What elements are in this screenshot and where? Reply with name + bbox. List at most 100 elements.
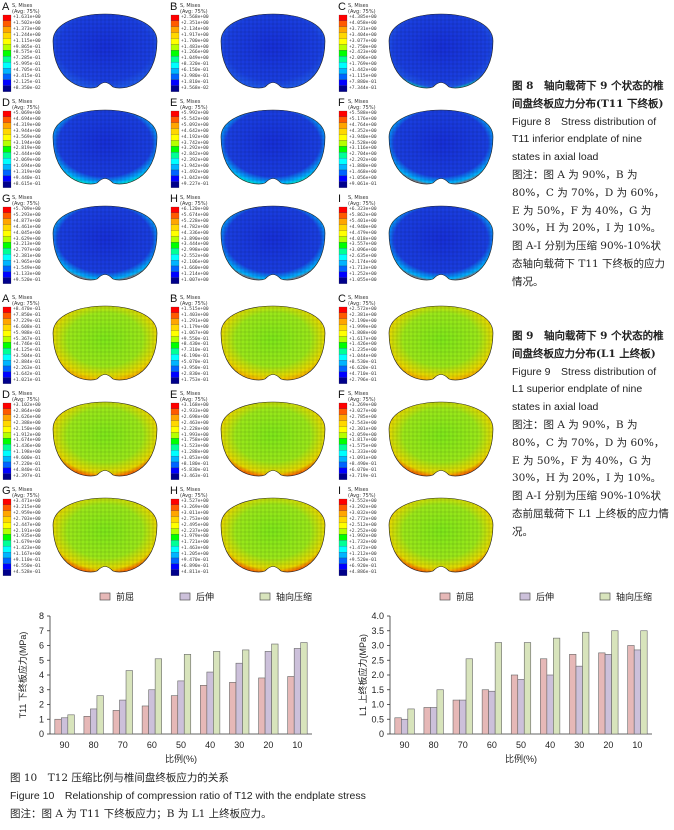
legend-swatch — [2, 324, 12, 331]
legend-value: +2.842e+00 — [181, 152, 209, 158]
legend-value: +7.850e-01 — [13, 312, 41, 318]
endplate-shape — [52, 401, 158, 477]
legend-values: +3.552e+00 +3.292e+00 +3.032e+00 +2.772e+00… — [349, 499, 377, 576]
legend-value: +1.642e-01 — [13, 371, 41, 377]
legend-value: +9.227e-01 — [181, 181, 209, 187]
legend-swatch — [338, 551, 348, 559]
legend-value: +2.381e+00 — [349, 312, 377, 318]
legend-swatch — [2, 354, 12, 361]
legend-swatch — [170, 236, 180, 243]
mises-label: S, Mises — [348, 99, 369, 105]
legend-swatch — [338, 26, 348, 33]
bar — [569, 654, 577, 735]
bar — [54, 718, 62, 735]
legend-value: +2.447e+00 — [13, 522, 41, 528]
bar — [517, 679, 525, 735]
legend-swatch — [2, 450, 12, 457]
legend-value: +1.403e+00 — [181, 312, 209, 318]
mises-label: S, Mises — [180, 391, 201, 397]
legend-value: +2.237e+00 — [181, 528, 209, 534]
legend-value: +3.742e+00 — [181, 140, 209, 146]
legend-value: +9.600e-01 — [13, 456, 41, 462]
legend-swatch — [2, 110, 12, 118]
x-tick-label: 30 — [234, 740, 244, 750]
figure-10-caption-cn: 图 10 T12 压缩比例与椎间盘终板应力的关系 — [10, 772, 229, 784]
legend-value: +2.301e+00 — [349, 426, 377, 432]
legend-swatch — [170, 62, 180, 69]
legend-value: +7.285e-01 — [13, 56, 41, 62]
contour-panel-e: E S, Mises (Avg: 75%) +3.168e+00 +2.933e+00 +… — [168, 390, 334, 482]
chart-b: 前屈 后伸 轴向压缩 0 0.5 1.0 1.5 2.0 2.5 3.0 3.5 4.0 90 80 70 6… — [340, 586, 670, 766]
legend-values: +3.102e+00 +2.864e+00 +2.626e+00 +2.388e+00… — [13, 403, 41, 480]
legend-values: +5.069e+00 +4.694e+00 +4.319e+00 +3.944e+00… — [13, 111, 41, 188]
legend-swatch — [170, 461, 180, 469]
legend-swatch — [170, 408, 180, 415]
legend-value: +3.552e+00 — [349, 499, 377, 504]
legend-swatch — [338, 67, 348, 75]
legend-swatch — [338, 371, 348, 378]
endplate-mesh — [170, 497, 326, 576]
legend-swatch — [2, 371, 12, 378]
legend-value: +4.018e+00 — [349, 236, 377, 242]
legend-swatch — [338, 534, 348, 541]
bar — [575, 665, 583, 735]
legend-swatch — [338, 510, 348, 517]
legend-value: +1.492e+00 — [181, 170, 209, 176]
panel-label: F — [338, 98, 345, 109]
legend-value: +1.732e+00 — [349, 540, 377, 546]
bar — [523, 642, 532, 735]
legend-value: +4.782e+00 — [181, 224, 209, 230]
legend-value: +1.053e+00 — [181, 456, 209, 462]
legend-value: +3.102e+00 — [13, 403, 41, 408]
legend-value: +3.011e+00 — [181, 510, 209, 516]
mesh-grid — [221, 498, 325, 573]
legend-swatch — [338, 569, 348, 576]
legend-swatch — [170, 414, 180, 421]
contour-panel-g: G S, Mises (Avg: 75%) +5.709e+00 +5.293e+00 +… — [0, 194, 166, 286]
legend-value: +3.528e+00 — [349, 140, 377, 146]
legend-values: +6.120e+00 +5.674e+00 +5.228e+00 +4.782e+00… — [181, 207, 209, 284]
mises-label: S, Mises — [12, 391, 33, 397]
legend-swatch — [2, 365, 12, 373]
legend-swatch — [170, 377, 180, 384]
legend-swatch — [338, 271, 348, 278]
legend-swatch — [2, 522, 12, 529]
legend-swatch — [170, 324, 180, 331]
legend-swatch — [2, 546, 12, 553]
legend-swatch — [338, 116, 348, 123]
legend-value: +2.174e+00 — [349, 260, 377, 266]
legend-swatch — [170, 271, 180, 278]
legend-swatch — [170, 169, 180, 177]
x-axis-label: 比例(%) — [165, 753, 197, 764]
panel-label: H — [170, 194, 178, 205]
bar — [430, 707, 438, 735]
legend-value: +4.694e+00 — [13, 116, 41, 122]
y-tick-label: 2 — [39, 700, 44, 710]
legend-swatch — [338, 324, 348, 331]
legend-swatch — [2, 212, 12, 219]
chart-b-svg: 前屈 后伸 轴向压缩 0 0.5 1.0 1.5 2.0 2.5 3.0 3.5 4.0 90 80 70 6… — [357, 591, 652, 764]
legend-value: +5.176e+00 — [349, 116, 377, 122]
x-tick-label: 50 — [176, 740, 186, 750]
bar — [206, 671, 214, 735]
legend-value: +1.212e+00 — [349, 552, 377, 558]
bar — [112, 710, 120, 735]
endplate-shape — [220, 305, 326, 381]
legend-swatch — [338, 467, 348, 474]
legend-value: +2.796e-01 — [349, 377, 377, 383]
bar — [154, 658, 162, 735]
legend-swatch — [338, 56, 348, 63]
legend-swatch — [170, 420, 180, 427]
legend-swatch — [2, 336, 12, 343]
legend-swatch — [338, 516, 348, 523]
legend-swatch — [170, 546, 180, 553]
legend-swatch — [338, 73, 348, 81]
contour-panel-e: E S, Mises (Avg: 75%) +5.992e+00 +5.542e+00 +… — [168, 98, 334, 190]
legend-swatch — [2, 254, 12, 261]
legend-value: +5.367e-01 — [13, 336, 41, 342]
legend-value: +4.192e+00 — [181, 134, 209, 140]
figure-8-note: 图注：图 A 为 90%，B 为 80%，C 为 70%，D 为 60%，E 为… — [512, 168, 666, 288]
legend-swatch — [2, 516, 12, 523]
legend-value: +5.401e+00 — [349, 218, 377, 224]
legend-value: +9.550e-01 — [181, 336, 209, 342]
